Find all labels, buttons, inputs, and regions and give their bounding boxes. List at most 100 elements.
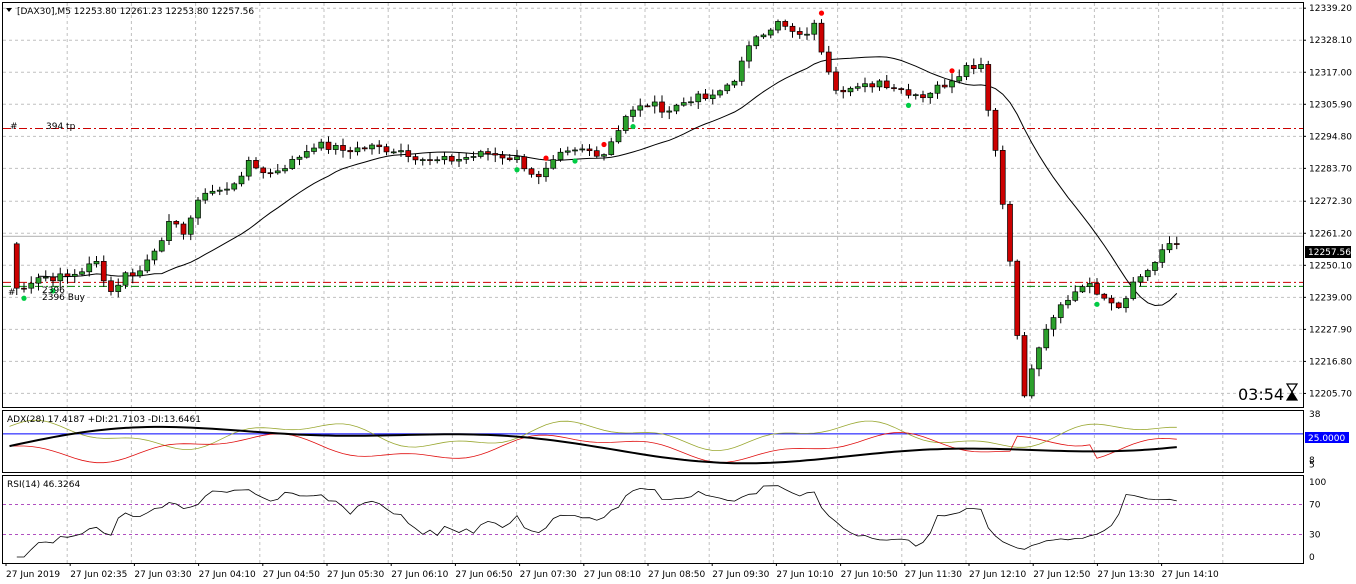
candle-body <box>1094 283 1100 295</box>
adx-scale-label: 5 <box>1309 460 1315 470</box>
candle-body <box>970 65 977 69</box>
candle-body <box>999 150 1006 205</box>
candle-body <box>1043 328 1050 349</box>
candle-body <box>253 160 259 169</box>
minus-di-line <box>9 432 1177 464</box>
candle-body <box>927 92 934 99</box>
candle-body <box>238 175 245 185</box>
candle-body <box>405 150 412 157</box>
candle-body <box>782 21 789 27</box>
price-tick-label: 12261.20 <box>1309 229 1352 239</box>
candle-body <box>717 90 723 96</box>
adx-panel[interactable] <box>2 410 1304 473</box>
candle-body <box>318 141 325 149</box>
candle-body <box>847 87 854 93</box>
fractal-up-marker <box>949 68 955 74</box>
candle-body <box>1152 262 1158 271</box>
candle-body <box>833 71 839 91</box>
price-tick-label: 12339.20 <box>1309 4 1352 14</box>
candle-body <box>593 150 600 157</box>
fractal-markers <box>21 10 1100 307</box>
plus-di-line <box>9 419 1177 451</box>
candle-body <box>1065 299 1071 306</box>
fractal-down-marker <box>514 167 520 173</box>
price-tick-label: 12250.10 <box>1309 261 1352 271</box>
fractal-up-marker <box>818 10 825 16</box>
main-header: [DAX30],M5 12253.80 12261.23 12253.80 12… <box>17 7 254 17</box>
candle-body <box>898 88 905 91</box>
rsi-line-path <box>16 485 1177 558</box>
candle-body <box>985 64 992 111</box>
time-tick-label: 27 Jun 12:50 <box>1033 570 1090 580</box>
candle-body <box>492 153 499 156</box>
candle-body <box>1050 317 1057 330</box>
candle-body <box>325 141 332 150</box>
candle-body <box>760 34 767 38</box>
candle-body <box>412 156 419 161</box>
candle-body <box>441 155 448 161</box>
candle-body <box>398 150 404 153</box>
candle-body <box>108 280 114 292</box>
candle-body <box>753 36 760 47</box>
price-tick-label: 12305.90 <box>1309 100 1352 110</box>
candle-body <box>630 109 636 117</box>
time-tick-label: 27 Jun 03:30 <box>134 570 191 580</box>
candle-body <box>521 156 528 170</box>
candle-body <box>659 101 665 113</box>
adx-lines <box>3 419 1303 465</box>
candle-body <box>122 272 129 286</box>
candle-body <box>448 155 455 162</box>
rsi-scale-label: 70 <box>1309 501 1321 511</box>
adx-header: ADX(28) 17.4187 +DI:21.7103 -DI:13.6461 <box>7 415 201 425</box>
candle-body <box>390 151 397 154</box>
candle-body <box>1057 304 1064 318</box>
candle-body <box>695 93 702 103</box>
rsi-scale-label: 0 <box>1309 553 1315 563</box>
time-tick-label: 27 Jun 07:30 <box>520 570 577 580</box>
time-axis: 27 Jun 2019 27 Jun 02:35 27 Jun 03:30 27 Ju… <box>5 563 1219 580</box>
price-axis: 12339.20 12328.10 12317.00 12305.90 12294.80… <box>1303 4 1352 563</box>
main-price-panel[interactable] <box>2 2 1304 408</box>
candle-body <box>818 22 825 53</box>
candle-body <box>956 76 963 82</box>
candle-body <box>673 104 680 112</box>
candle-body <box>912 94 919 97</box>
time-tick-label: 27 Jun 13:30 <box>1097 570 1154 580</box>
time-tick-label: 27 Jun 04:50 <box>263 570 320 580</box>
time-tick-label: 27 Jun 08:10 <box>584 570 641 580</box>
candle-body <box>434 159 441 162</box>
candle-body <box>166 221 172 241</box>
time-tick-label: 27 Jun 12:10 <box>969 570 1026 580</box>
time-tick-label: 27 Jun 05:30 <box>327 570 384 580</box>
candle-body <box>666 110 673 113</box>
candle-body <box>361 147 368 150</box>
rsi-panel[interactable] <box>2 475 1304 564</box>
candle-body <box>485 151 491 154</box>
candle-body <box>245 160 252 177</box>
candle-body <box>746 45 752 62</box>
price-tick-label: 12317.00 <box>1309 68 1352 78</box>
candle-body <box>463 157 470 160</box>
candle-body <box>622 116 629 131</box>
candle-body <box>202 192 209 201</box>
time-tick-label: 27 Jun 2019 <box>6 570 60 580</box>
time-tick-label: 27 Jun 10:50 <box>841 570 898 580</box>
collapse-triangle-icon[interactable] <box>6 8 12 12</box>
fractal-down-marker <box>630 123 636 130</box>
fractal-up-marker <box>601 141 607 148</box>
price-tick-label: 12272.30 <box>1309 197 1352 207</box>
candle-body <box>35 277 42 284</box>
time-tick-label: 27 Jun 06:10 <box>391 570 448 580</box>
candle-body <box>637 105 644 111</box>
adx-scale-label: 8 <box>1309 456 1315 466</box>
time-tick-label: 27 Jun 14:10 <box>1162 570 1219 580</box>
candle-body <box>13 243 20 289</box>
candle-body <box>978 64 984 69</box>
price-tick-label: 12216.80 <box>1309 357 1352 367</box>
candle-body <box>231 183 238 190</box>
time-tick-label: 27 Jun 09:30 <box>712 570 769 580</box>
candle-body <box>347 150 354 153</box>
candle-body <box>905 89 912 96</box>
candle-body <box>376 144 383 148</box>
